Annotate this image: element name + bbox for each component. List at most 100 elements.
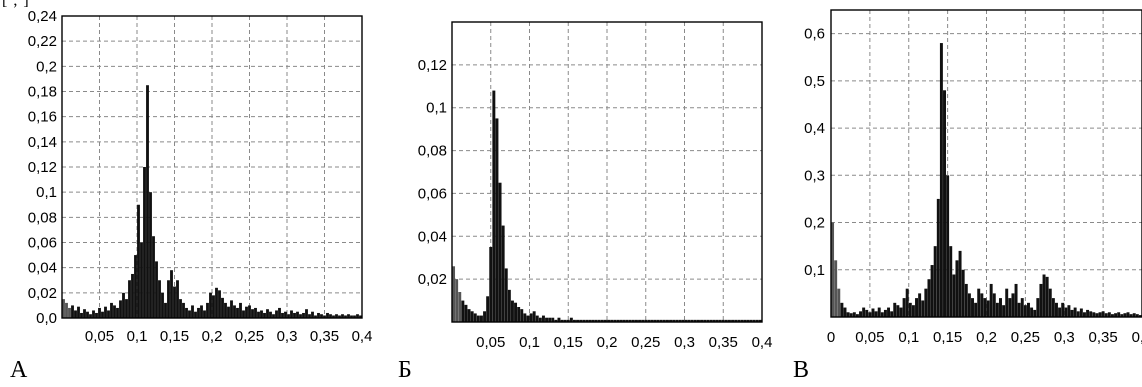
spectrum-bar xyxy=(877,307,881,317)
spectrum-bar xyxy=(933,246,937,317)
spectrum-bar xyxy=(659,319,663,322)
spectrum-bar xyxy=(557,317,561,322)
spectrum-bar xyxy=(1014,283,1018,317)
spectrum-bar xyxy=(1135,314,1139,317)
spectrum-bar xyxy=(672,319,676,322)
x-tick-label: 0,2 xyxy=(976,329,997,346)
spectrum-bar xyxy=(520,309,524,322)
y-tick-label: 0,4 xyxy=(804,120,825,137)
spectrum-bar xyxy=(1048,288,1052,317)
y-tick-label: 0,06 xyxy=(418,185,447,202)
spectrum-bar xyxy=(613,319,617,322)
spectrum-bar xyxy=(721,319,725,322)
spectrum-bar xyxy=(669,319,673,322)
spectrum-bar xyxy=(622,319,626,322)
spectrum-bar xyxy=(1104,313,1108,317)
spectrum-bar xyxy=(576,319,580,322)
spectrum-bar xyxy=(1070,309,1074,317)
spectrum-bar xyxy=(489,247,493,322)
spectrum-bar xyxy=(473,313,477,322)
spectrum-bar xyxy=(101,311,104,318)
spectrum-bar xyxy=(579,319,583,322)
chart-panel-b: 0,02 0,04 0,06 0,08 0,1 0,12 0,05 0,1 0,15 0,2 0,2… xyxy=(418,21,772,351)
spectrum-bar xyxy=(715,319,719,322)
spectrum-bar xyxy=(1129,314,1133,317)
spectrum-bar xyxy=(1042,274,1046,317)
spectrum-bar xyxy=(731,319,735,322)
x-tick-label: 0 xyxy=(827,329,835,346)
spectrum-bar xyxy=(915,298,919,317)
spectrum-bar xyxy=(350,315,353,318)
spectrum-bar xyxy=(224,302,227,318)
spectrum-bar xyxy=(908,302,912,317)
spectrum-bar xyxy=(155,261,158,318)
spectrum-bar xyxy=(883,309,887,317)
spectrum-bar xyxy=(706,319,710,322)
spectrum-bar xyxy=(943,90,946,318)
y-tick-label: 0,3 xyxy=(804,167,825,184)
spectrum-bar xyxy=(603,319,607,322)
spectrum-bar xyxy=(690,319,694,322)
spectrum-bar xyxy=(311,311,314,318)
spectrum-bar xyxy=(989,283,993,317)
spectrum-bar xyxy=(840,302,844,317)
spectrum-bar xyxy=(498,182,502,322)
spectrum-bar xyxy=(880,312,884,317)
spectrum-bar xyxy=(980,293,984,317)
spectrum-bar xyxy=(104,306,107,318)
spectrum-bar xyxy=(338,315,341,318)
spectrum-bar xyxy=(287,314,290,318)
spectrum-bar xyxy=(197,307,200,318)
spectrum-bar xyxy=(167,280,170,318)
y-tick-label: 0,2 xyxy=(36,58,57,75)
spectrum-bar xyxy=(131,273,134,318)
spectrum-bar xyxy=(1076,311,1080,317)
spectrum-bar xyxy=(855,314,859,317)
spectrum-bar xyxy=(585,319,589,322)
spectrum-bar xyxy=(709,319,713,322)
spectrum-bar xyxy=(899,307,903,317)
spectrum-bar xyxy=(77,306,80,318)
spectrum-bar xyxy=(1092,312,1096,317)
spectrum-bar xyxy=(700,319,704,322)
spectrum-bar xyxy=(1132,313,1136,317)
spectrum-bar xyxy=(681,319,685,322)
spectrum-bar xyxy=(874,311,878,317)
spectrum-bar xyxy=(122,292,125,318)
x-tick-label: 0,3 xyxy=(674,334,695,351)
spectrum-bar xyxy=(191,305,194,318)
x-tick-label: 0,1 xyxy=(127,328,148,345)
panel-label-c: В xyxy=(793,357,810,383)
spectrum-bar xyxy=(251,309,254,318)
spectrum-bar xyxy=(326,312,329,318)
y-tick-label: 0,16 xyxy=(28,109,57,126)
spectrum-bar xyxy=(140,242,143,318)
spectrum-bar xyxy=(467,309,471,322)
spectrum-bar xyxy=(86,311,89,318)
spectrum-bar xyxy=(80,312,83,318)
spectrum-bar xyxy=(134,255,137,318)
spectrum-bar xyxy=(591,319,595,322)
spectrum-bar xyxy=(638,319,642,322)
x-tick-label: 0,05 xyxy=(476,334,505,351)
chart-panel-c: 0,1 0,2 0,3 0,4 0,5 0,6 0 0,05 0,1 0,15 0,2 0,25 0,3… xyxy=(804,9,1142,346)
spectrum-bar xyxy=(995,302,999,317)
spectrum-bar xyxy=(693,319,697,322)
spectrum-bar xyxy=(476,315,480,322)
spectrum-bar xyxy=(939,43,943,318)
spectrum-bar xyxy=(1020,298,1024,317)
spectrum-bar xyxy=(1110,314,1114,317)
spectrum-bar xyxy=(999,298,1002,317)
spectrum-bar xyxy=(1008,298,1012,317)
spectrum-bar xyxy=(734,319,738,322)
spectrum-bar xyxy=(952,274,956,317)
chart-panel-a: 0,0 0,02 0,04 0,06 0,08 0,1 0,12 0,14 0,16 0,18 0,… xyxy=(28,8,373,345)
spectrum-bar xyxy=(200,305,203,318)
spectrum-bar xyxy=(1064,307,1068,317)
spectrum-bar xyxy=(634,319,638,322)
spectrum-bar xyxy=(551,317,555,322)
spectrum-bar xyxy=(865,309,869,317)
spectrum-bar xyxy=(647,319,651,322)
spectrum-bar xyxy=(281,312,284,318)
spectrum-bar xyxy=(594,319,598,322)
